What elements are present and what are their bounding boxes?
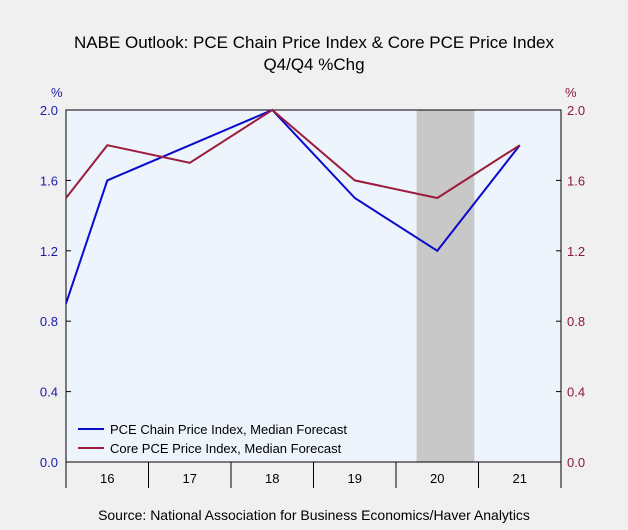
y-tick-label-left: 0.0: [40, 455, 58, 470]
left-axis-unit: %: [51, 85, 63, 100]
x-tick-label: 21: [513, 471, 527, 486]
chart-subtitle: Q4/Q4 %Chg: [263, 55, 365, 74]
chart-title: NABE Outlook: PCE Chain Price Index & Co…: [74, 33, 554, 52]
y-tick-label-right: 0.4: [567, 385, 585, 400]
x-tick-label: 20: [430, 471, 444, 486]
y-tick-label-left: 0.4: [40, 385, 58, 400]
legend-label: PCE Chain Price Index, Median Forecast: [110, 422, 347, 437]
y-tick-label-right: 2.0: [567, 103, 585, 118]
series-line-core-pce: [65, 108, 521, 200]
y-tick-label-left: 1.2: [40, 244, 58, 259]
x-tick-label: 18: [265, 471, 279, 486]
y-tick-label-right: 1.2: [567, 244, 585, 259]
y-tick-label-left: 1.6: [40, 173, 58, 188]
y-tick-label-left: 2.0: [40, 103, 58, 118]
y-tick-label-right: 0.0: [567, 455, 585, 470]
right-axis-unit: %: [565, 85, 577, 100]
y-tick-label-right: 0.8: [567, 314, 585, 329]
plot-area: [66, 110, 561, 462]
x-tick-label: 17: [183, 471, 197, 486]
y-tick-label-right: 1.6: [567, 173, 585, 188]
source-note: Source: National Association for Busines…: [98, 507, 530, 523]
x-tick-label: 19: [348, 471, 362, 486]
x-tick-label: 16: [100, 471, 114, 486]
shaded-region: [416, 110, 475, 462]
series-line-pce: [65, 108, 521, 304]
y-tick-label-left: 0.8: [40, 314, 58, 329]
legend-label: Core PCE Price Index, Median Forecast: [110, 441, 342, 456]
